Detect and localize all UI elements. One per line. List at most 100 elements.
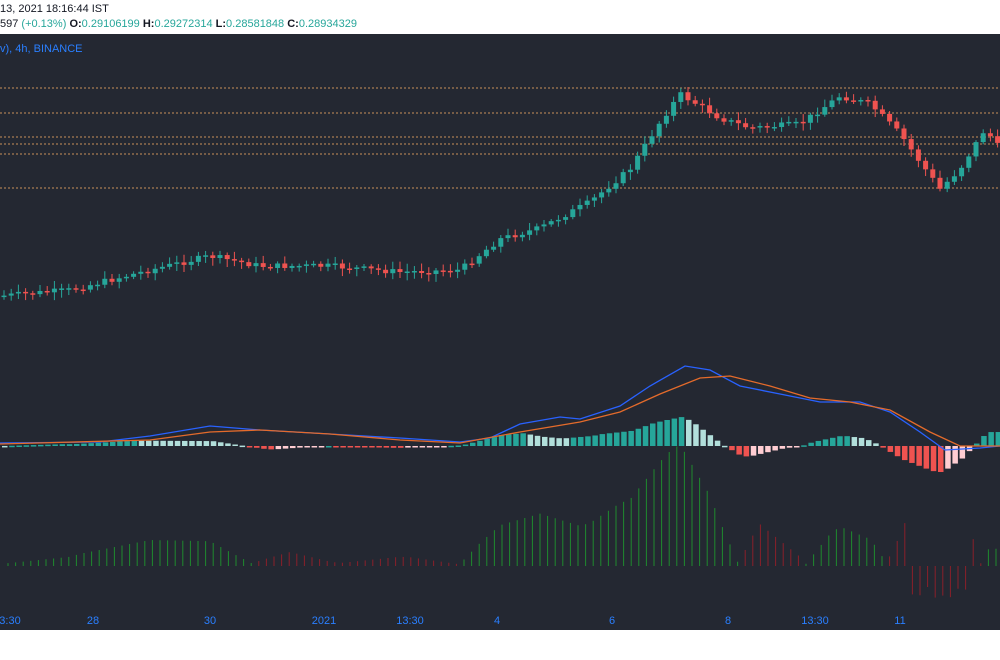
bottom-bar [0,630,1000,660]
macd-histogram-bar [592,435,598,446]
macd-histogram-bar [642,426,649,446]
candle-body [764,126,770,128]
candle-body [548,221,554,225]
candle-body [203,255,209,257]
candle-body [368,266,374,269]
macd-histogram-bar [441,446,447,448]
candle-body [411,271,417,273]
candle-body [627,169,633,173]
candle-body [426,273,432,275]
macd-histogram-bar [326,446,332,448]
candle-body [181,262,187,265]
candle-body [663,115,669,124]
candle-body [995,136,1000,143]
macd-histogram-bar [599,434,606,446]
macd-histogram-bar [290,446,296,449]
legend-bar: 13, 2021 18:16:44 IST 597 (+0.13%) O:0.2… [0,0,1000,34]
candle-body [563,217,569,220]
candle-body [80,289,86,292]
macd-histogram-bar [563,438,570,446]
candle-body [721,118,727,122]
candle-body [159,266,165,269]
macd-histogram-bar [650,423,656,446]
macd-histogram-bar [988,432,994,446]
candle-body [217,255,223,258]
candle-body [807,114,813,123]
candle-body [750,127,756,129]
macd-histogram-bar [909,446,915,463]
candle-body [246,262,252,267]
candle-body [527,230,533,235]
legend-c-value: 0.28934329 [298,18,357,30]
macd-histogram-bar [858,437,865,446]
macd-histogram-bar [340,446,346,448]
macd-histogram-bar [959,446,966,459]
candle-body [649,136,655,144]
candle-body [8,293,14,296]
time-axis[interactable]: 3:30 28 30 2021 13:30 4 6 8 13:30 11 [0,614,1000,630]
macd-histogram-bar [210,441,217,446]
macd-histogram-bar [9,445,15,448]
macd-histogram-bar [808,442,814,446]
macd-histogram-bar [506,434,512,446]
candle-body [815,114,821,117]
candle-body [66,288,72,290]
candle-body [793,121,799,124]
macd-histogram-bar [743,446,750,457]
macd-histogram-bar [390,446,397,448]
candle-body [555,219,561,222]
candle-body [73,288,79,290]
candle-body [116,278,122,282]
macd-histogram-bar [534,435,541,446]
chart-canvas[interactable] [0,34,1000,630]
candle-body [397,269,403,272]
macd-histogram-bar [412,446,418,448]
candle-body [354,267,360,269]
macd-histogram-bar [952,446,958,464]
macd-histogram-bar [657,421,663,446]
macd-histogram-bar [196,441,202,446]
macd-histogram-bar [765,446,771,453]
candle-body [303,264,309,266]
candle-body [440,270,446,272]
candle-body [152,268,158,274]
macd-histogram-bar [772,446,778,451]
candle-body [966,156,972,168]
candle-body [325,263,331,267]
candle-body [887,113,893,122]
macd-histogram-bar [527,434,534,446]
candle-body [599,192,605,198]
candle-body [771,127,777,129]
candle-body [872,100,878,110]
time-tick: 11 [894,615,906,627]
macd-histogram-bar [102,442,109,446]
chart-area[interactable]: v), 4h, BINANCE [0,34,1000,630]
macd-histogram-bar [779,446,786,449]
macd-histogram-bar [45,444,51,447]
macd-histogram-bar [902,446,908,461]
macd-histogram-bar [470,442,476,446]
macd-histogram-bar [419,446,426,448]
candle-body [613,183,619,189]
candle-body [851,100,857,102]
macd-histogram-bar [426,446,433,448]
macd-histogram-bar [722,445,728,448]
macd-histogram-bar [556,438,562,446]
candle-body [1,295,7,298]
candle-body [944,181,950,189]
candle-body [361,266,367,268]
candle-body [843,97,849,101]
legend-o-label: O: [69,18,82,30]
candle-body [174,262,180,264]
macd-histogram-bar [376,446,382,448]
candle-body [973,142,979,157]
macd-histogram-bar [916,446,922,466]
time-tick: 8 [724,615,732,627]
macd-histogram-bar [815,440,822,446]
legend-timestamp: 13, 2021 18:16:44 IST [0,3,109,15]
macd-histogram-bar [491,437,498,446]
macd-histogram-bar [844,436,850,446]
candle-body [30,293,36,295]
macd-histogram-bar [239,445,246,448]
candle-body [339,263,345,269]
